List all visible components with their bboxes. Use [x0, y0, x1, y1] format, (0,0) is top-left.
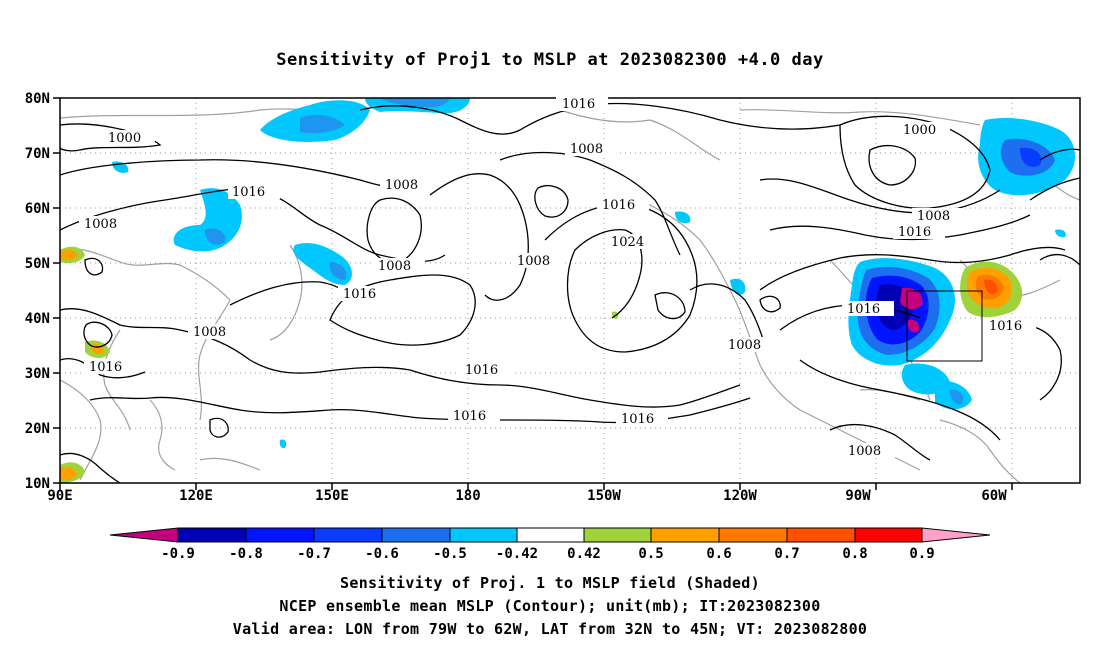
lon-label: 90W	[845, 488, 871, 504]
colorbar-cell	[650, 527, 720, 543]
contour-label: 1008	[193, 325, 226, 340]
colorbar-label: 0.7	[774, 546, 799, 562]
lat-label: 60N	[25, 201, 50, 217]
contour-label: 1016	[465, 363, 498, 378]
contour-label: 1016	[562, 97, 595, 112]
colorbar-label: 0.6	[706, 546, 731, 562]
colorbar-cell	[313, 527, 383, 543]
colorbar-cell	[177, 527, 247, 543]
lon-label: 150W	[587, 488, 621, 504]
colorbar-cell	[854, 527, 923, 543]
colorbar-label: 0.42	[567, 546, 601, 562]
contour-label: 1016	[898, 225, 931, 240]
contour-label: 1008	[517, 254, 550, 269]
lon-label: 180	[455, 488, 480, 504]
contour-label: 1008	[570, 142, 603, 157]
lat-label: 30N	[25, 366, 50, 382]
contour-label: 1008	[848, 444, 881, 459]
lon-label: 120W	[723, 488, 757, 504]
colorbar-end-left	[109, 527, 179, 543]
contour-label: 1016	[989, 319, 1022, 334]
contour-label: 1008	[917, 209, 950, 224]
colorbar-cell	[245, 527, 315, 543]
lat-label: 10N	[25, 476, 50, 492]
mslp-contours	[59, 102, 1081, 484]
caption-shaded: Sensitivity of Proj. 1 to MSLP field (Sh…	[340, 574, 760, 592]
colorbar-cell	[516, 527, 585, 543]
lon-label: 150E	[315, 488, 349, 504]
valid-area-box	[906, 290, 983, 362]
lat-axis: 80N 70N 60N 50N 40N 30N 20N 10N	[25, 91, 60, 492]
contour-label: 1008	[378, 259, 411, 274]
lon-label: 90E	[47, 488, 72, 504]
contour-label: 1000	[903, 123, 936, 138]
lat-label: 40N	[25, 311, 50, 327]
chart-title: Sensitivity of Proj1 to MSLP at 20230823…	[276, 50, 824, 70]
lon-axis: 90E 120E 150E 180 150W 120W 90W 60W	[47, 483, 1013, 504]
colorbar-label: 0.8	[842, 546, 867, 562]
colorbar-cell	[381, 527, 451, 543]
colorbar-label: 0.5	[638, 546, 663, 562]
colorbar-cell	[786, 527, 856, 543]
colorbar	[109, 527, 991, 543]
lat-label: 70N	[25, 146, 50, 162]
colorbar-label: -0.9	[161, 546, 195, 562]
colorbar-label: -0.8	[229, 546, 263, 562]
caption-valid-area: Valid area: LON from 79W to 62W, LAT fro…	[232, 620, 868, 638]
colorbar-cell	[583, 527, 652, 543]
contour-label: 1016	[453, 409, 486, 424]
contour-label: 1016	[343, 287, 376, 302]
contour-label: 1008	[728, 338, 761, 353]
contour-label: 1008	[84, 217, 117, 232]
colorbar-label: -0.42	[496, 546, 538, 562]
contour-label: 1016	[602, 198, 635, 213]
caption-contour: NCEP ensemble mean MSLP (Contour); unit(…	[279, 597, 821, 615]
lon-label: 60W	[981, 488, 1007, 504]
contour-label: 1016	[847, 302, 880, 317]
contour-label: 1024	[611, 235, 644, 250]
colorbar-label: -0.5	[433, 546, 467, 562]
contour-label: 1016	[232, 185, 265, 200]
lat-label: 20N	[25, 421, 50, 437]
colorbar-labels: -0.9 -0.8 -0.7 -0.6 -0.5 -0.42 0.42 0.5 …	[161, 546, 935, 562]
colorbar-end-right	[921, 527, 991, 543]
colorbar-label: 0.9	[909, 546, 934, 562]
contour-label: 1016	[621, 412, 654, 427]
colorbar-label: -0.7	[297, 546, 331, 562]
lat-label: 50N	[25, 256, 50, 272]
contour-label: 1016	[89, 360, 122, 375]
colorbar-label: -0.6	[365, 546, 399, 562]
colorbar-cell	[449, 527, 518, 543]
contour-label: 1000	[108, 131, 141, 146]
contour-label: 1008	[385, 178, 418, 193]
contour-labels: 1016 1000 1008 1016 1008 1016 1008 1008 …	[79, 96, 1036, 459]
lon-label: 120E	[179, 488, 213, 504]
colorbar-cell	[718, 527, 788, 543]
lat-label: 80N	[25, 91, 50, 107]
